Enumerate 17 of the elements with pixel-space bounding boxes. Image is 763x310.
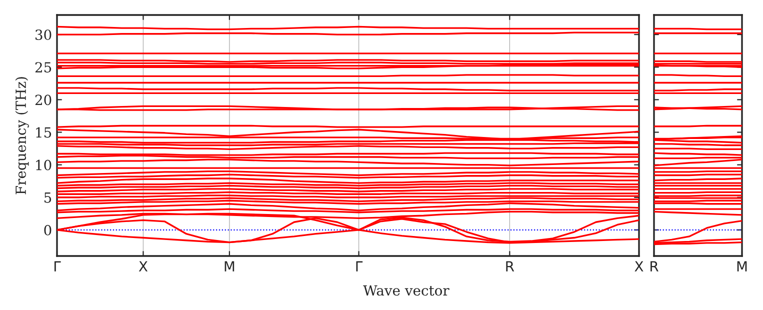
y-tick-label: 15 xyxy=(36,127,52,138)
y-tick-label: 20 xyxy=(35,94,52,106)
x-tick-label: X xyxy=(634,261,644,272)
x-axis-title: Wave vector xyxy=(363,285,450,296)
x-tick-label: R xyxy=(650,261,658,272)
x-tick-label: Γ xyxy=(356,261,363,272)
x-tick-label: M xyxy=(224,261,234,272)
y-axis-title: Frequency (THz) xyxy=(15,77,29,194)
y-tick-label: 30 xyxy=(36,30,52,40)
x-tick-label: M xyxy=(737,261,747,272)
x-tick-label: X xyxy=(138,261,148,272)
y-tick-label: 5 xyxy=(44,192,52,203)
y-tick-label: 10 xyxy=(36,160,52,170)
x-tick-label: Γ xyxy=(54,261,61,272)
x-tick-label: R xyxy=(506,261,514,272)
y-tick-label: 0 xyxy=(44,224,52,236)
y-tick-label: 25 xyxy=(35,62,52,73)
